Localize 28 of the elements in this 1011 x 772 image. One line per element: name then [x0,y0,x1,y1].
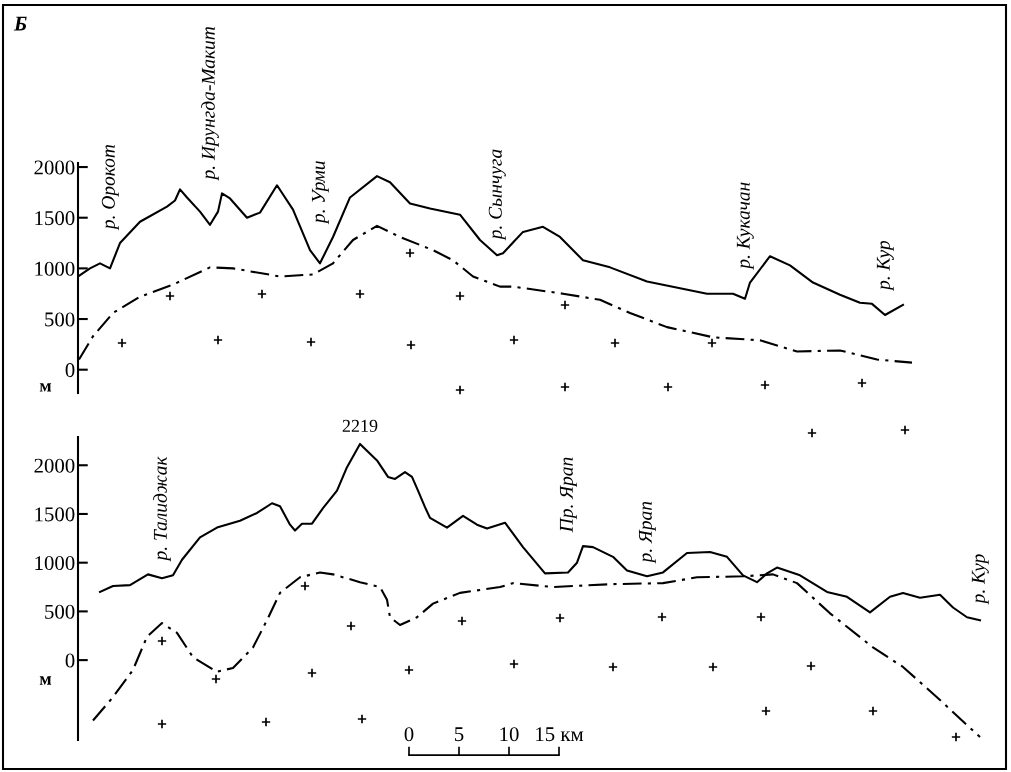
y-axis-title: м [39,676,52,685]
annotation: р. Ирунгда-Макит [201,26,219,181]
annotation: р. Ярап [638,501,656,564]
y-tick-label: 500 [45,604,75,619]
y-tick-label: 1500 [35,211,75,226]
y-tick-label: 500 [45,312,75,327]
x-tick-label: 10 [500,727,519,742]
annotation: Пр. Ярап [559,457,577,533]
annotation: р. Талиджак [153,456,171,562]
y-tick-label: 0 [65,653,75,668]
y-tick-label: 2000 [34,458,75,473]
y-tick-label: 1000 [35,556,75,571]
annotation: 2219 [342,419,378,432]
y-tick-label: 1000 [35,261,75,276]
y-axis-title: м [39,383,52,392]
x-tick-label: 15 км [536,727,584,742]
annotation: р. Урми [311,161,329,225]
y-tick-label: 1500 [35,507,75,522]
annotation: р. Сынчуга [488,149,506,241]
annotation: р. Кукачан [736,182,754,270]
annotation: р. Кур [971,554,989,605]
x-tick-label: 5 [455,727,464,742]
y-tick-label: 0 [65,363,75,378]
annotation: р. Орокот [101,144,119,231]
annotation: р. Кур [876,240,894,292]
chart-title: Б [13,16,27,31]
y-tick-label: 2000 [34,160,75,175]
x-tick-label: 0 [404,727,414,742]
